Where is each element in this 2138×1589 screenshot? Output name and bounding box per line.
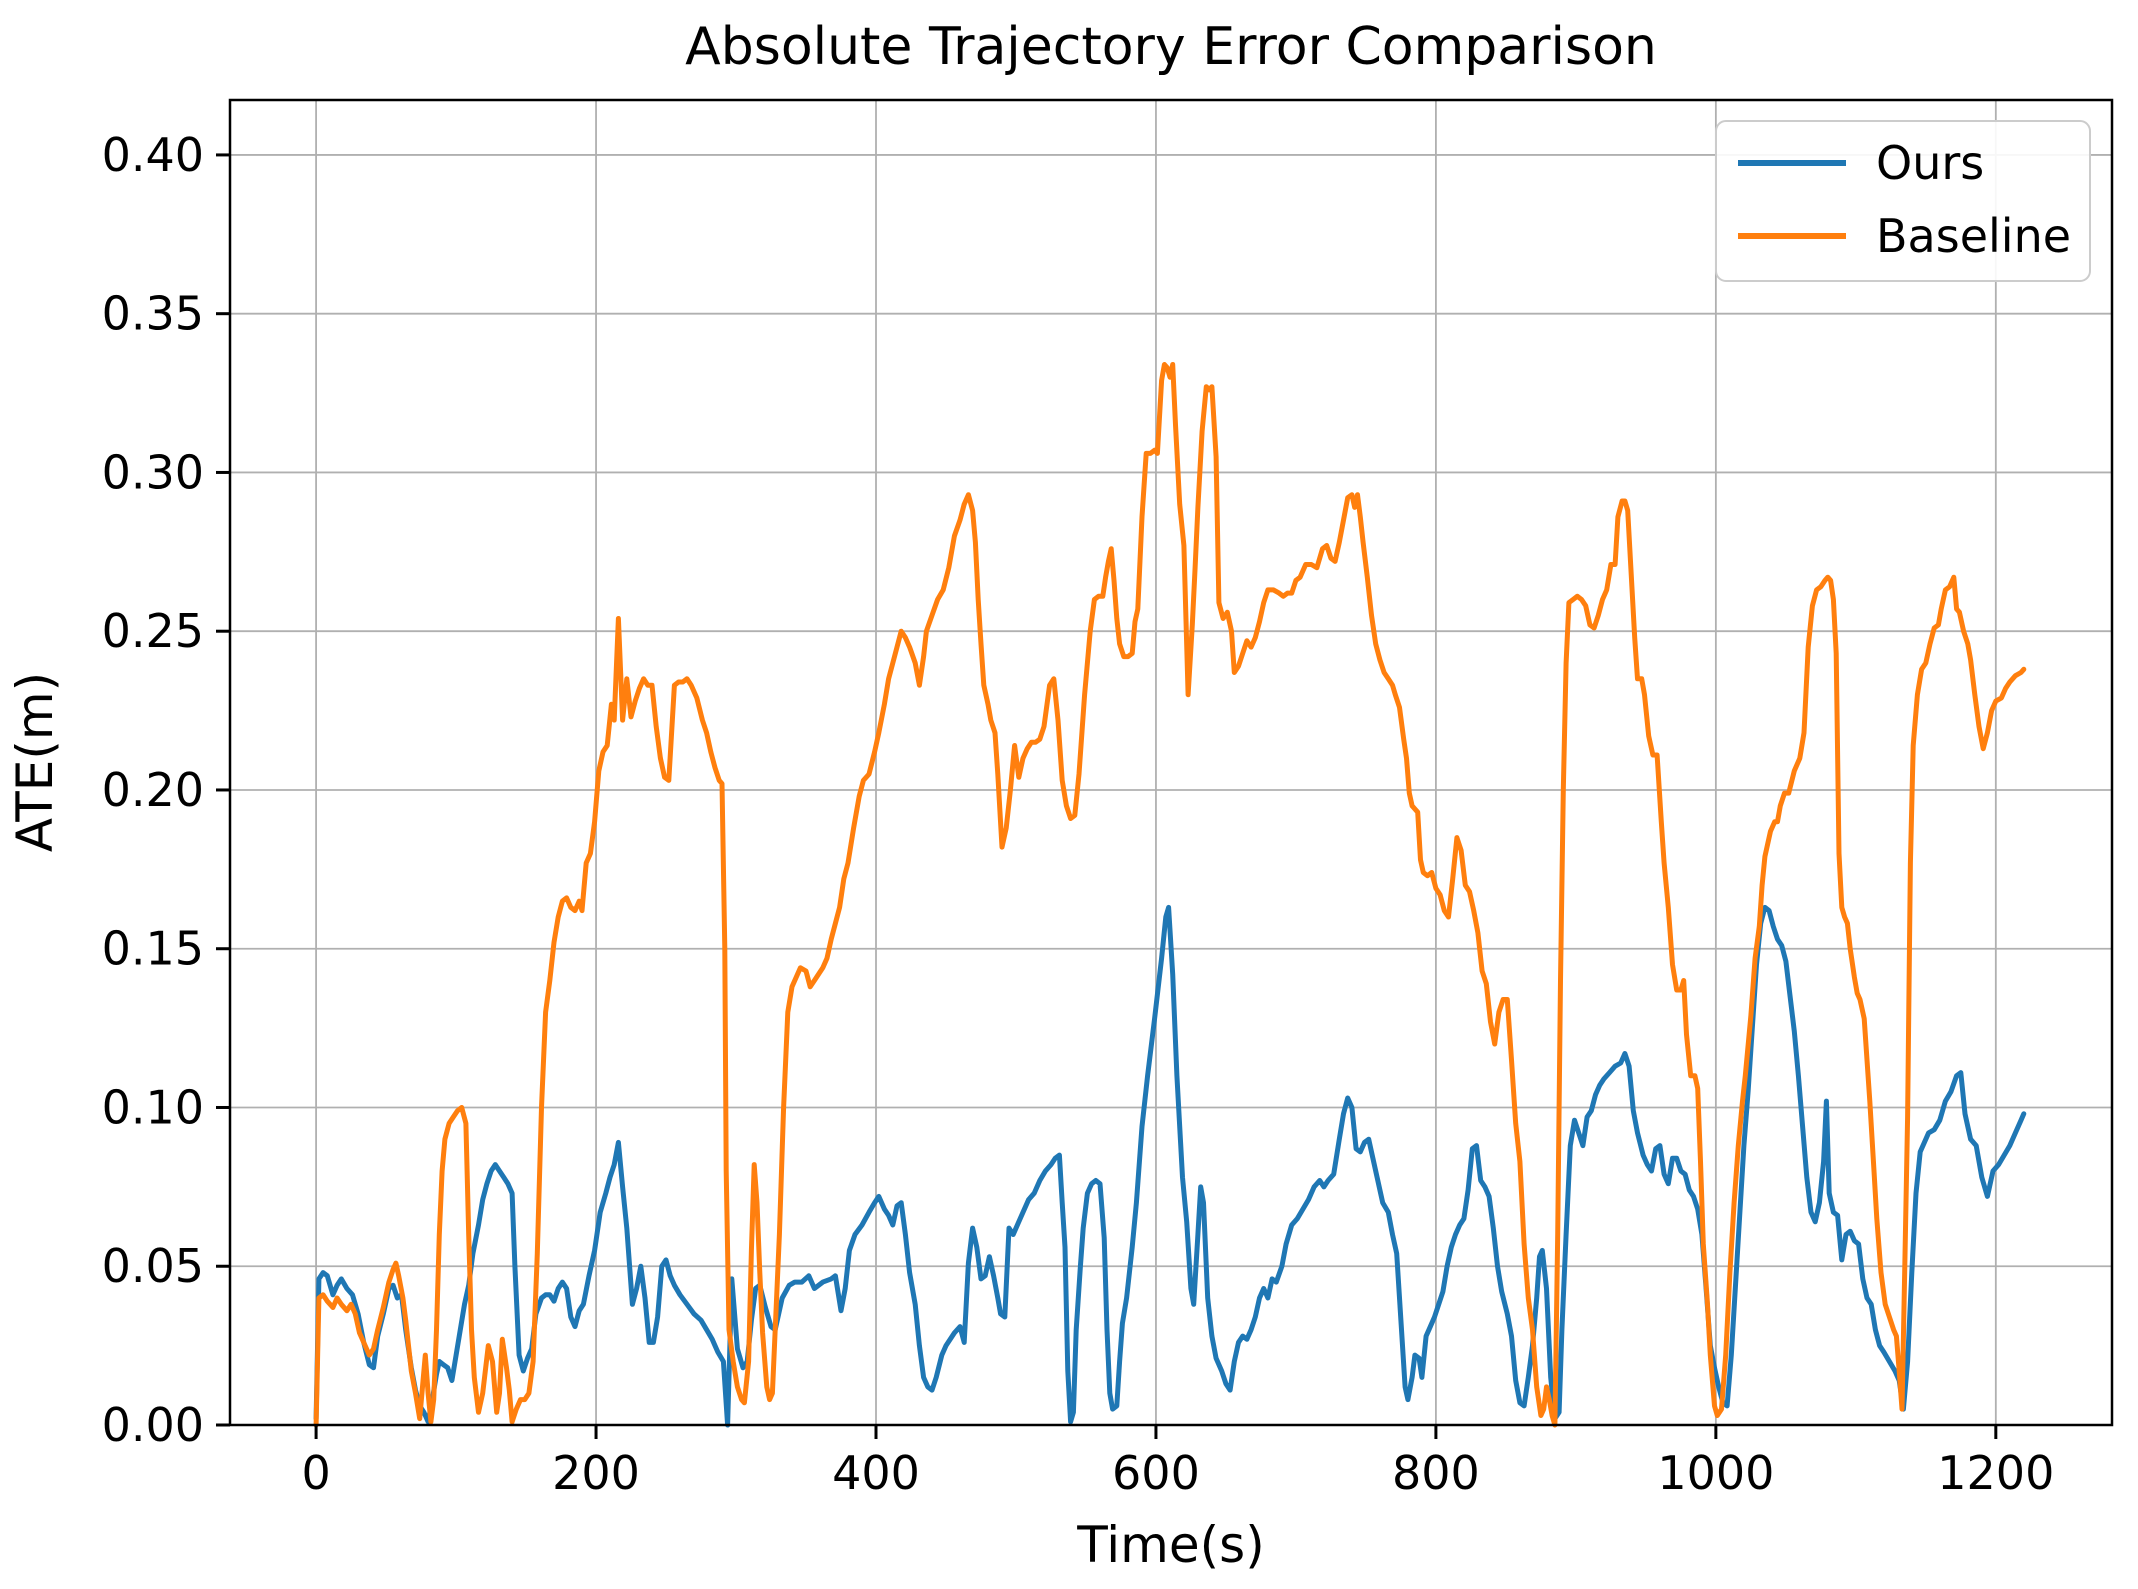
tick-layer: 0 200 400 600 800 1000 1200 0.00 0.05 0.10 0.15 0.2… [102,128,2055,1500]
legend-label-ours: Ours [1876,136,1984,190]
legend: Ours Baseline [1715,120,2091,282]
grid-layer [230,100,2112,1426]
y-tick-label: 0.00 [102,1398,204,1452]
baseline-line [313,362,2027,1428]
y-tick-label: 0.10 [102,1080,204,1134]
y-tick-label: 0.35 [102,287,204,341]
y-tick-label: 0.25 [102,604,204,658]
y-tick-label: 0.20 [102,763,204,817]
y-tick-label: 0.15 [102,922,204,976]
y-tick-label: 0.30 [102,445,204,499]
x-tick-label: 1000 [1657,1446,1774,1500]
y-tick-label: 0.40 [102,128,204,182]
y-axis-label: ATE(m) [6,672,64,852]
chart-title: Absolute Trajectory Error Comparison [685,17,1657,77]
legend-label-baseline: Baseline [1876,209,2071,263]
ours-line [313,904,2027,1428]
plot-border [228,98,2114,1427]
x-tick-label: 200 [552,1446,640,1500]
x-tick-label: 600 [1112,1446,1200,1500]
x-tick-label: 0 [301,1446,330,1500]
x-axis-label: Time(s) [1076,1516,1264,1574]
series-layer [313,362,2027,1428]
x-tick-label: 800 [1392,1446,1480,1500]
x-tick-label: 400 [832,1446,920,1500]
x-tick-label: 1200 [1937,1446,2054,1500]
y-tick-label: 0.05 [102,1239,204,1293]
